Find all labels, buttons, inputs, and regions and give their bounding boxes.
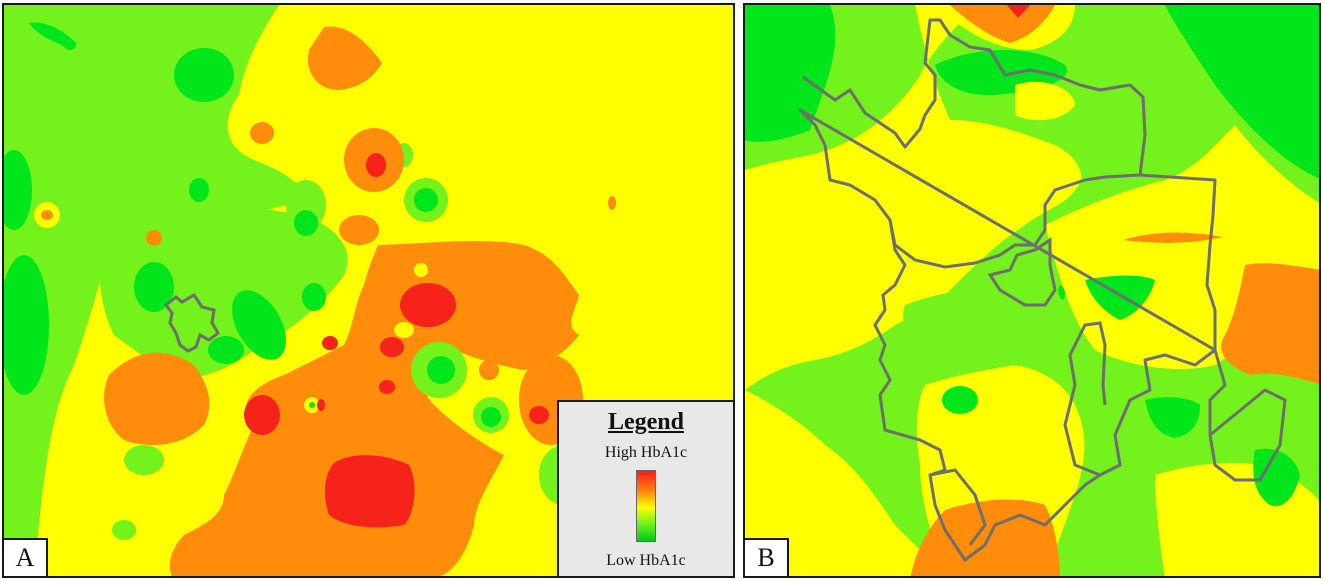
heatmap-a xyxy=(4,5,616,576)
legend-title: Legend xyxy=(607,409,684,435)
legend-high-label: High HbA1c xyxy=(604,444,688,461)
legend-box: Legend High HbA1c Low HbA1c xyxy=(557,400,733,576)
panel-label-a: A xyxy=(4,538,48,576)
map-panel-a: A Legend High HbA1c Low HbA1c xyxy=(2,3,735,578)
legend-gradient-bar xyxy=(636,470,656,542)
panel-label-b: B xyxy=(745,538,789,576)
legend-low-label: Low HbA1c xyxy=(606,552,686,569)
map-panel-b: B xyxy=(743,3,1321,578)
heatmap-b xyxy=(745,5,1319,576)
